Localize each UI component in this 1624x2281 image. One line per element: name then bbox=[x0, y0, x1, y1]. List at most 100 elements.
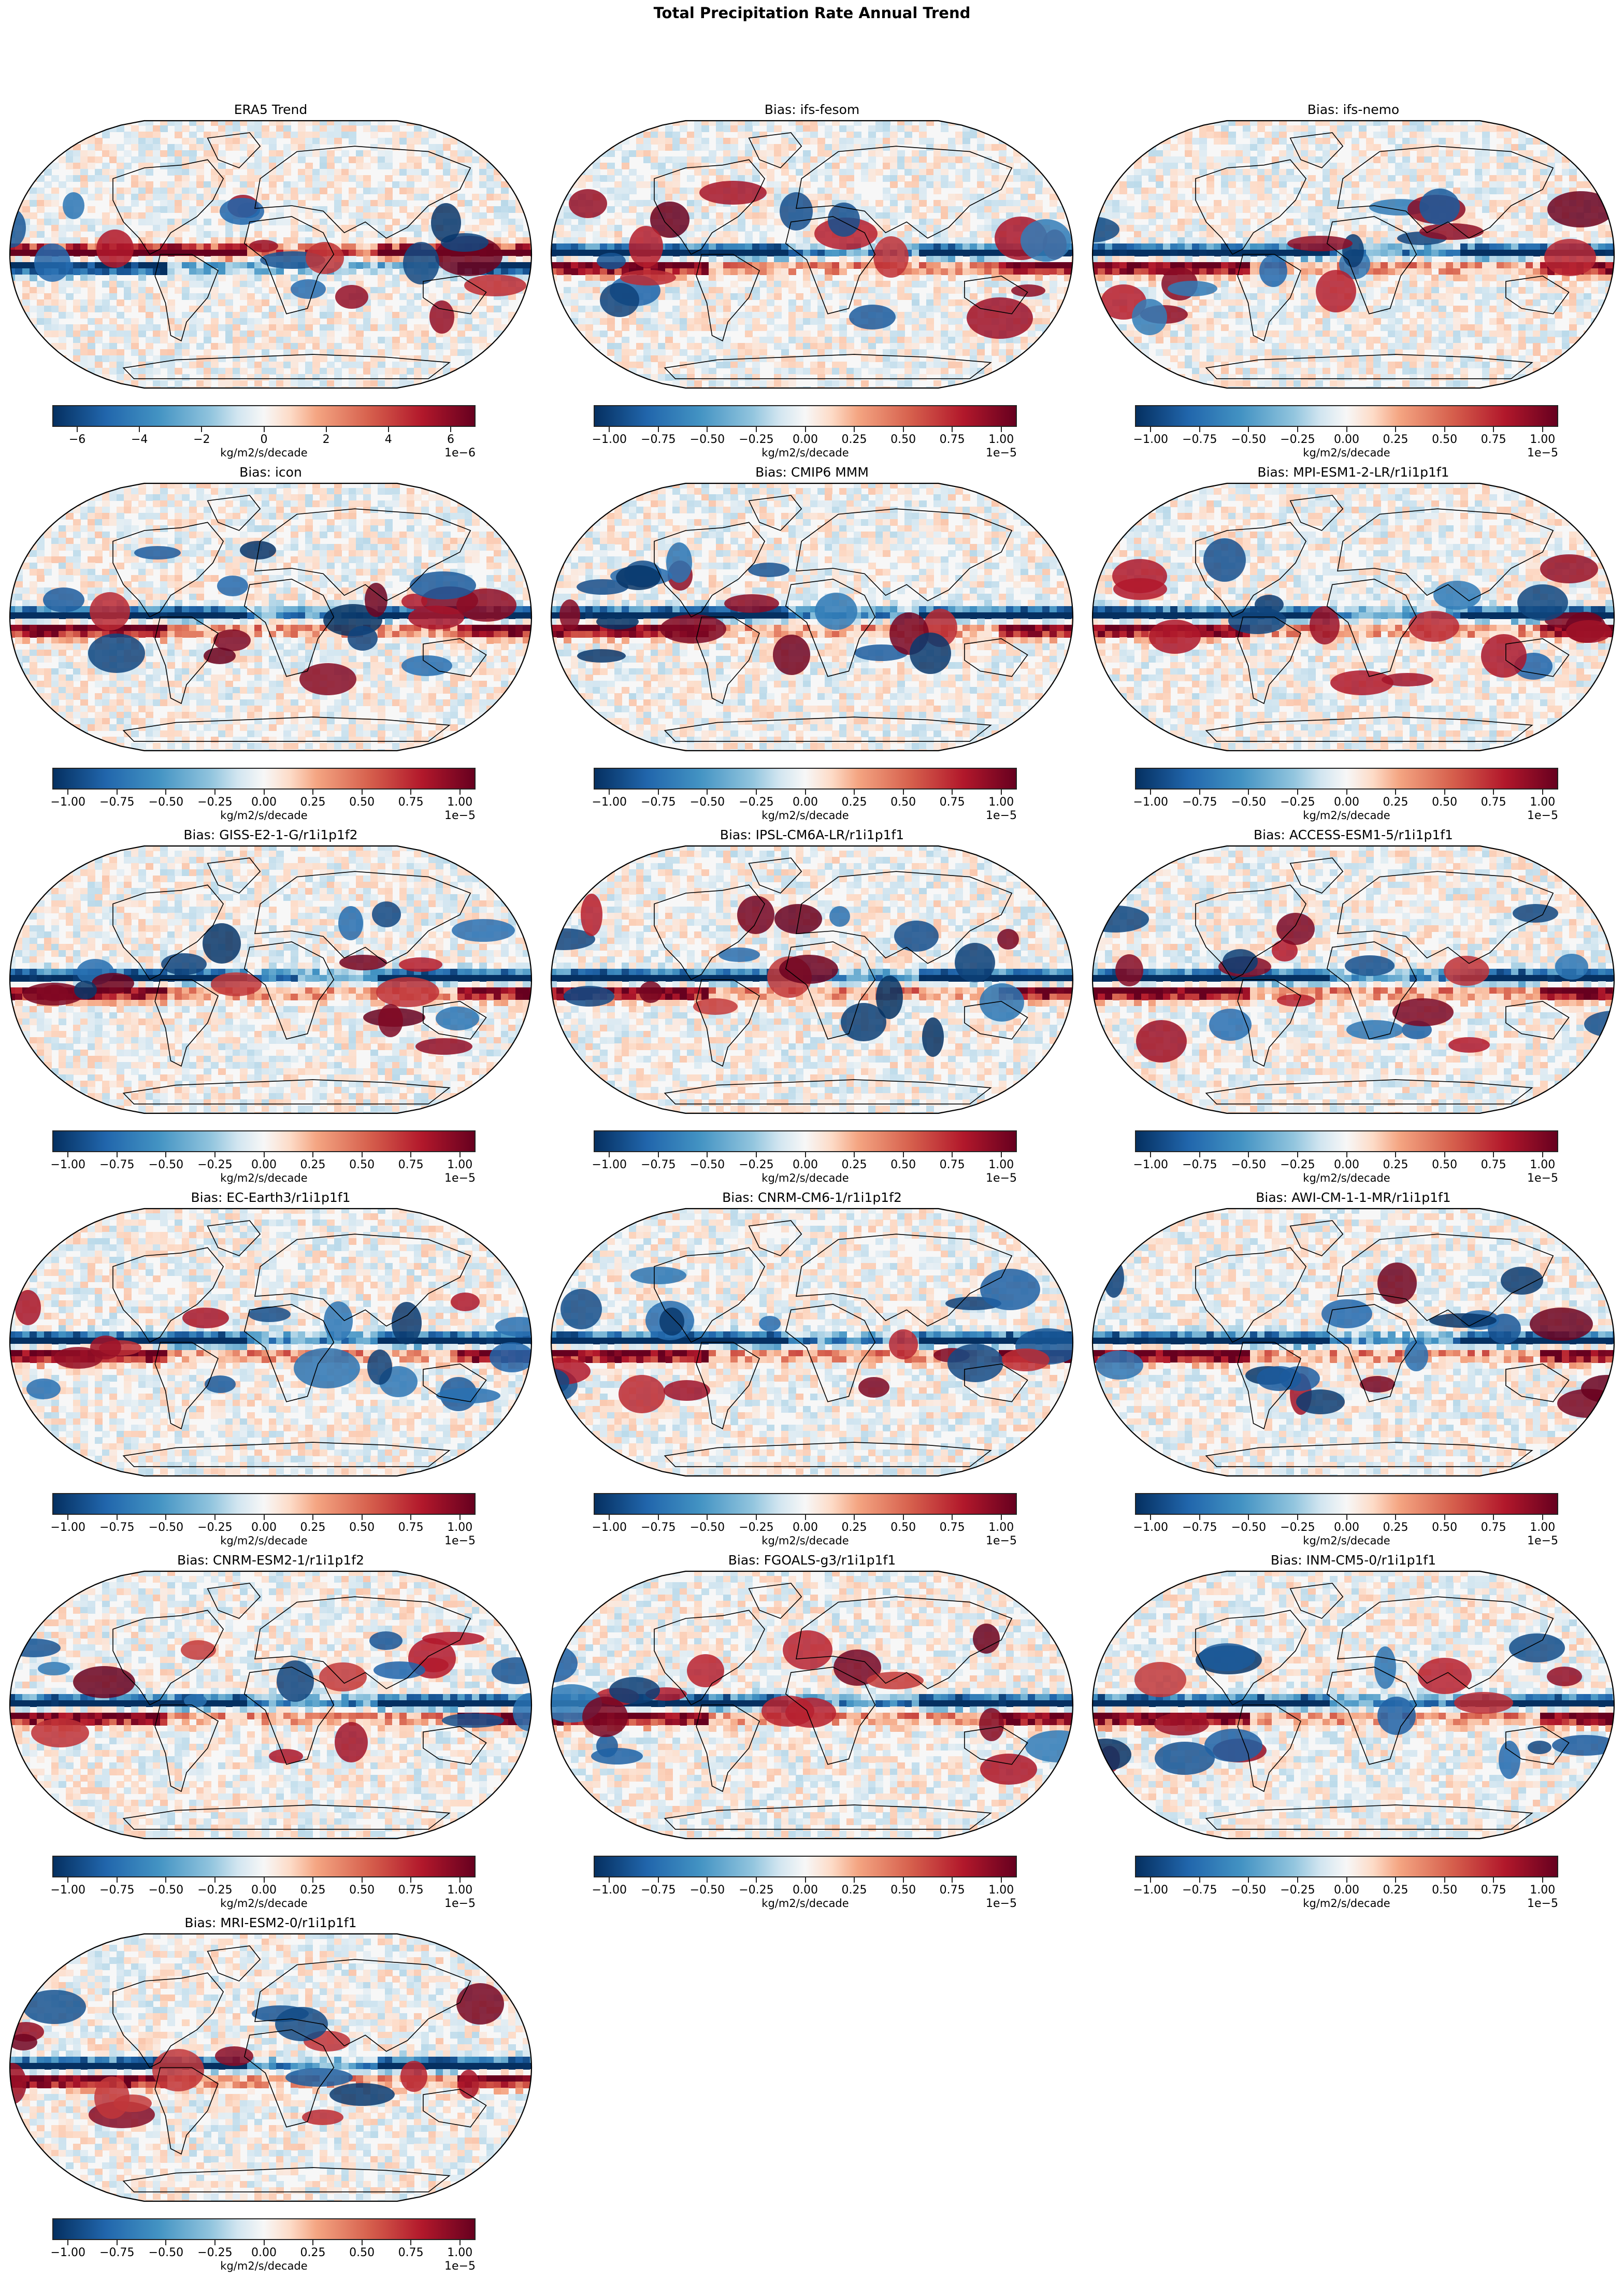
coastline bbox=[1326, 216, 1417, 314]
tick-label: 0.25 bbox=[1383, 1521, 1409, 1534]
tick-label: 1.00 bbox=[447, 796, 472, 809]
map-panel-5: Bias: CMIP6 MMM −1.00 −0.75 −0.50 −0.25 0.00… bbox=[541, 465, 1083, 827]
colorbar-scale-offset: 1e−5 bbox=[986, 809, 1017, 822]
tick-label: 0.25 bbox=[842, 1158, 867, 1171]
map-plot bbox=[1091, 1208, 1615, 1477]
tick-label: 1.00 bbox=[988, 796, 1014, 809]
tick-label: 0.75 bbox=[1481, 1884, 1506, 1897]
tick-label: −0.75 bbox=[641, 1521, 676, 1534]
tick-mark bbox=[804, 1515, 806, 1520]
tick-label: 0.00 bbox=[251, 796, 277, 809]
coastline bbox=[654, 884, 766, 981]
tick-label: 1.00 bbox=[988, 433, 1014, 446]
coastline bbox=[243, 1667, 335, 1765]
panel-title: Bias: GISS-E2-1-G/r1i1p1f2 bbox=[0, 827, 541, 842]
tick-label: −0.75 bbox=[1182, 1521, 1217, 1534]
tick-label: 0.50 bbox=[890, 433, 916, 446]
coastline bbox=[112, 1247, 224, 1343]
tick-label: 0.75 bbox=[1481, 1521, 1506, 1534]
coastline bbox=[654, 522, 766, 618]
coastline bbox=[112, 1972, 224, 2069]
colorbar bbox=[594, 1493, 1017, 1515]
colorbar bbox=[1135, 1493, 1558, 1515]
coastline bbox=[696, 1704, 760, 1792]
tick-label: −0.50 bbox=[149, 1158, 183, 1171]
tick-label: 0.75 bbox=[398, 1884, 424, 1897]
map-panel-3: Bias: ifs-nemo −1.00 −0.75 −0.50 −0.25 0.00 0… bbox=[1083, 102, 1624, 465]
tick-mark bbox=[312, 1152, 314, 1157]
coastline bbox=[796, 1596, 1013, 1689]
tick-mark bbox=[312, 1515, 314, 1520]
tick-mark bbox=[459, 790, 461, 795]
coastline bbox=[1205, 354, 1533, 379]
colorbar-ticks: −1.00 −0.75 −0.50 −0.25 0.00 0.25 0.50 0.75 1.00 bbox=[592, 427, 1017, 448]
tick-mark bbox=[361, 1152, 363, 1157]
tick-label: 0.75 bbox=[1481, 1158, 1506, 1171]
tick-label: 0.75 bbox=[1481, 796, 1506, 809]
tick-mark bbox=[902, 1152, 904, 1157]
tick-mark bbox=[804, 427, 806, 432]
tick-label: 0.50 bbox=[890, 1521, 916, 1534]
colorbar bbox=[1135, 1130, 1558, 1152]
tick-mark bbox=[902, 790, 904, 795]
panel-title: Bias: IPSL-CM6A-LR/r1i1p1f1 bbox=[541, 827, 1083, 842]
coastline bbox=[748, 132, 802, 168]
tick-label: 0.25 bbox=[300, 2246, 326, 2259]
tick-label: 0.50 bbox=[1432, 1158, 1457, 1171]
tick-mark bbox=[854, 1877, 855, 1883]
coastline bbox=[1289, 132, 1344, 168]
coastline bbox=[423, 1726, 487, 1765]
tick-label: −1.00 bbox=[1133, 1884, 1168, 1897]
colorbar-label: kg/m2/s/decade bbox=[1135, 447, 1558, 459]
map-panel-13: Bias: CNRM-ESM2-1/r1i1p1f2 −1.00 −0.75 −0.… bbox=[0, 1553, 541, 1915]
colorbar-label: kg/m2/s/decade bbox=[1135, 1534, 1558, 1547]
coastline bbox=[664, 1804, 992, 1830]
tick-label: 0.00 bbox=[793, 1158, 818, 1171]
robinson-map bbox=[549, 844, 1075, 1115]
coastline bbox=[254, 146, 471, 239]
map-plot bbox=[9, 482, 533, 752]
colorbar bbox=[594, 405, 1017, 427]
tick-label: −0.25 bbox=[739, 1884, 773, 1897]
tick-label: 4 bbox=[385, 433, 392, 446]
tick-mark bbox=[1000, 427, 1002, 432]
colorbar-ticks: −1.00 −0.75 −0.50 −0.25 0.00 0.25 0.50 0.75 1.00 bbox=[51, 1877, 476, 1898]
robinson-map bbox=[8, 1932, 534, 2203]
figure-title: Total Precipitation Rate Annual Trend bbox=[0, 4, 1624, 22]
tick-mark bbox=[77, 427, 78, 432]
colorbar bbox=[594, 1130, 1017, 1152]
tick-mark bbox=[755, 790, 757, 795]
tick-mark bbox=[67, 1152, 69, 1157]
coastline bbox=[796, 508, 1013, 601]
tick-label: 0.25 bbox=[1383, 433, 1409, 446]
tick-label: 0.00 bbox=[251, 1521, 277, 1534]
coastline bbox=[696, 616, 760, 705]
coastline bbox=[154, 1704, 219, 1792]
colorbar bbox=[594, 1856, 1017, 1877]
tick-mark bbox=[116, 1152, 118, 1157]
tick-label: −1.00 bbox=[51, 2246, 85, 2259]
tick-mark bbox=[755, 1877, 757, 1883]
tick-label: 0.00 bbox=[793, 1521, 818, 1534]
tick-label: −0.75 bbox=[99, 1521, 134, 1534]
coastline bbox=[1337, 1596, 1554, 1689]
colorbar-scale-offset: 1e−5 bbox=[1527, 1897, 1558, 1910]
tick-mark bbox=[1346, 1877, 1347, 1883]
tick-mark bbox=[201, 427, 203, 432]
tick-mark bbox=[1542, 1515, 1543, 1520]
tick-label: 0.25 bbox=[300, 1521, 326, 1534]
map-panel-6: Bias: MPI-ESM1-2-LR/r1i1p1f1 −1.00 −0.75−… bbox=[1083, 465, 1624, 827]
map-panel-4: Bias: icon −1.00 −0.75 −0.50 −0.25 0.00 0.25 0… bbox=[0, 465, 541, 827]
coastline bbox=[1195, 522, 1307, 618]
tick-mark bbox=[387, 427, 389, 432]
tick-mark bbox=[67, 1515, 69, 1520]
tick-label: 1.00 bbox=[988, 1521, 1014, 1534]
panel-title: Bias: ifs-nemo bbox=[1083, 102, 1624, 117]
coastline bbox=[1289, 1220, 1344, 1256]
tick-label: −0.25 bbox=[1280, 1884, 1315, 1897]
coastline bbox=[1337, 1233, 1554, 1327]
tick-mark bbox=[1395, 1877, 1397, 1883]
coastline bbox=[696, 254, 760, 342]
robinson-map bbox=[1090, 482, 1616, 752]
colorbar-scale-offset: 1e−5 bbox=[986, 1172, 1017, 1185]
